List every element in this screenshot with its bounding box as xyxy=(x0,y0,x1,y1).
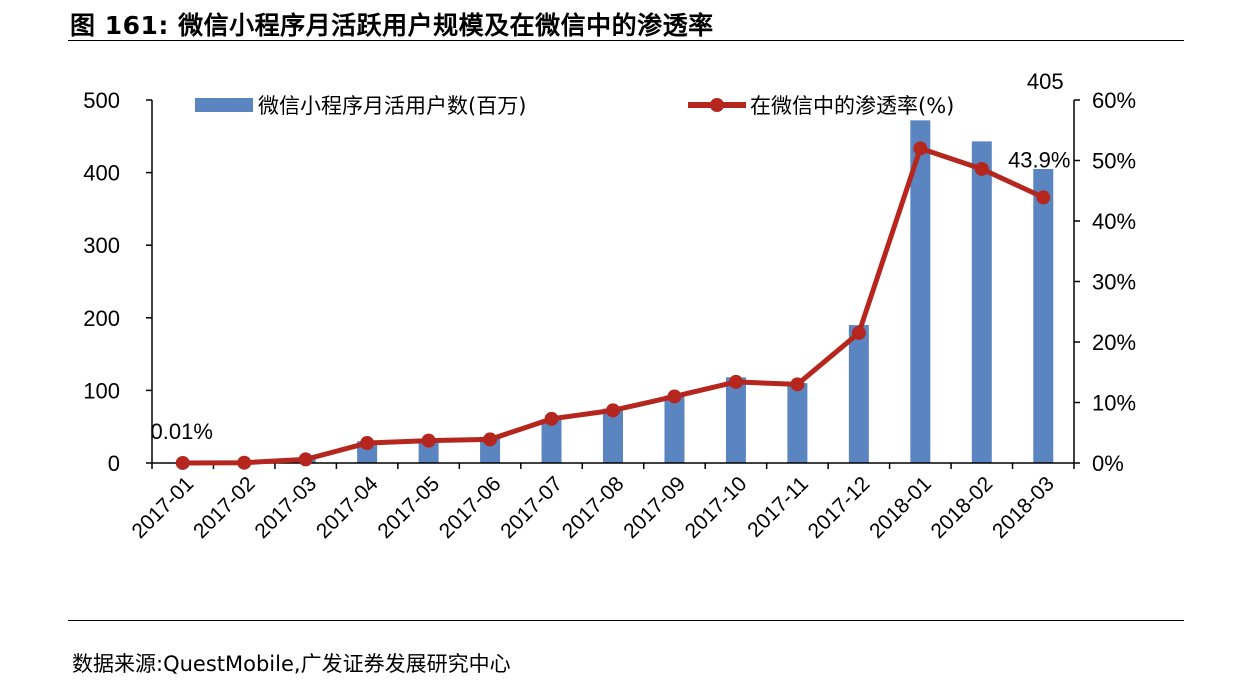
line-point-2017-06 xyxy=(483,432,498,447)
line-point-2017-12 xyxy=(851,325,866,340)
left-tick-label: 500 xyxy=(83,88,120,113)
line-point-2017-08 xyxy=(606,403,620,418)
line-point-2017-11 xyxy=(790,377,805,392)
x-tick-label: 2018-03 xyxy=(988,472,1059,543)
legend-line-label: 在微信中的渗透率(%) xyxy=(750,94,954,118)
line-point-2018-01 xyxy=(913,141,928,156)
x-tick-label: 2018-02 xyxy=(927,472,998,543)
line-point-2017-02 xyxy=(237,455,252,470)
source-text: QuestMobile,广发证券发展研究中心 xyxy=(163,652,511,676)
bar-2017-08 xyxy=(603,408,623,463)
right-tick-label: 20% xyxy=(1092,330,1136,355)
data-label-line-0: 0.01% xyxy=(151,419,213,444)
bar-2017-10 xyxy=(725,377,746,463)
x-tick-label: 2017-11 xyxy=(743,472,813,542)
line-point-2017-05 xyxy=(421,433,436,448)
line-point-2018-02 xyxy=(974,161,989,176)
right-tick-label: 60% xyxy=(1092,88,1136,113)
left-tick-label: 400 xyxy=(83,161,120,186)
data-label-line-14: 43.9% xyxy=(1008,147,1070,172)
right-tick-label: 40% xyxy=(1092,209,1136,234)
x-tick-label: 2017-12 xyxy=(804,472,875,543)
right-tick-label: 0% xyxy=(1092,451,1124,476)
right-tick-label: 10% xyxy=(1092,391,1136,416)
source-label: 数据来源: xyxy=(72,652,164,676)
source-rule xyxy=(68,620,1184,621)
x-tick-label: 2018-01 xyxy=(865,472,936,543)
bar-2018-03 xyxy=(1033,168,1054,463)
line-point-2017-10 xyxy=(728,374,743,389)
legend: 微信小程序月活用户数(百万) 在微信中的渗透率(%) xyxy=(195,94,954,118)
left-tick-label: 100 xyxy=(83,378,120,403)
x-tick-label: 2017-04 xyxy=(312,472,383,543)
line-point-2017-07 xyxy=(544,411,559,426)
line-series xyxy=(175,141,1051,470)
combo-chart: 0 100 200 300 400 500 0% 10% 20% 30% 40% 50% 60% 2017… xyxy=(83,69,1136,543)
bar-2017-12 xyxy=(848,325,869,463)
line-point-2017-09 xyxy=(667,389,682,404)
x-tick-label: 2017-01 xyxy=(128,472,199,543)
line-point-2018-03 xyxy=(1036,190,1051,205)
legend-line-marker xyxy=(710,98,724,112)
legend-bar-swatch xyxy=(195,98,253,112)
x-tick-label: 2017-05 xyxy=(373,472,444,543)
line-point-2017-04 xyxy=(360,436,375,451)
data-labels: 0.01%47243.9%405 xyxy=(151,69,1071,444)
bar-2017-09 xyxy=(664,395,685,463)
x-tick-label: 2017-03 xyxy=(250,472,321,543)
bar-2017-07 xyxy=(541,419,562,463)
line-point-2017-01 xyxy=(175,455,190,470)
x-tick-label: 2017-10 xyxy=(681,472,752,543)
right-tick-label: 50% xyxy=(1092,149,1136,174)
legend-bar-label: 微信小程序月活用户数(百万) xyxy=(258,94,526,118)
title-rule xyxy=(68,40,1184,41)
figure-title-text: 微信小程序月活跃用户规模及在微信中的渗透率 xyxy=(178,11,714,40)
data-label-bar-14: 405 xyxy=(1027,69,1064,94)
right-tick-label: 30% xyxy=(1092,270,1136,295)
bar-2018-01 xyxy=(910,120,931,463)
x-tick-label: 2017-06 xyxy=(435,472,506,543)
line-point-2017-03 xyxy=(298,452,313,467)
left-tick-label: 0 xyxy=(108,451,120,476)
x-tick-label: 2017-07 xyxy=(496,472,567,543)
left-tick-label: 200 xyxy=(83,306,120,331)
figure-title: 图 161: 微信小程序月活跃用户规模及在微信中的渗透率 xyxy=(70,6,714,42)
x-tick-label: 2017-08 xyxy=(558,472,629,543)
bar-2017-11 xyxy=(787,383,808,463)
x-tick-label: 2017-09 xyxy=(619,472,690,543)
bar-2018-02 xyxy=(971,141,992,463)
left-tick-label: 300 xyxy=(83,233,120,258)
source-note: 数据来源:QuestMobile,广发证券发展研究中心 xyxy=(72,648,511,678)
figure-label: 图 161: xyxy=(70,11,169,40)
x-tick-label: 2017-02 xyxy=(189,472,260,543)
